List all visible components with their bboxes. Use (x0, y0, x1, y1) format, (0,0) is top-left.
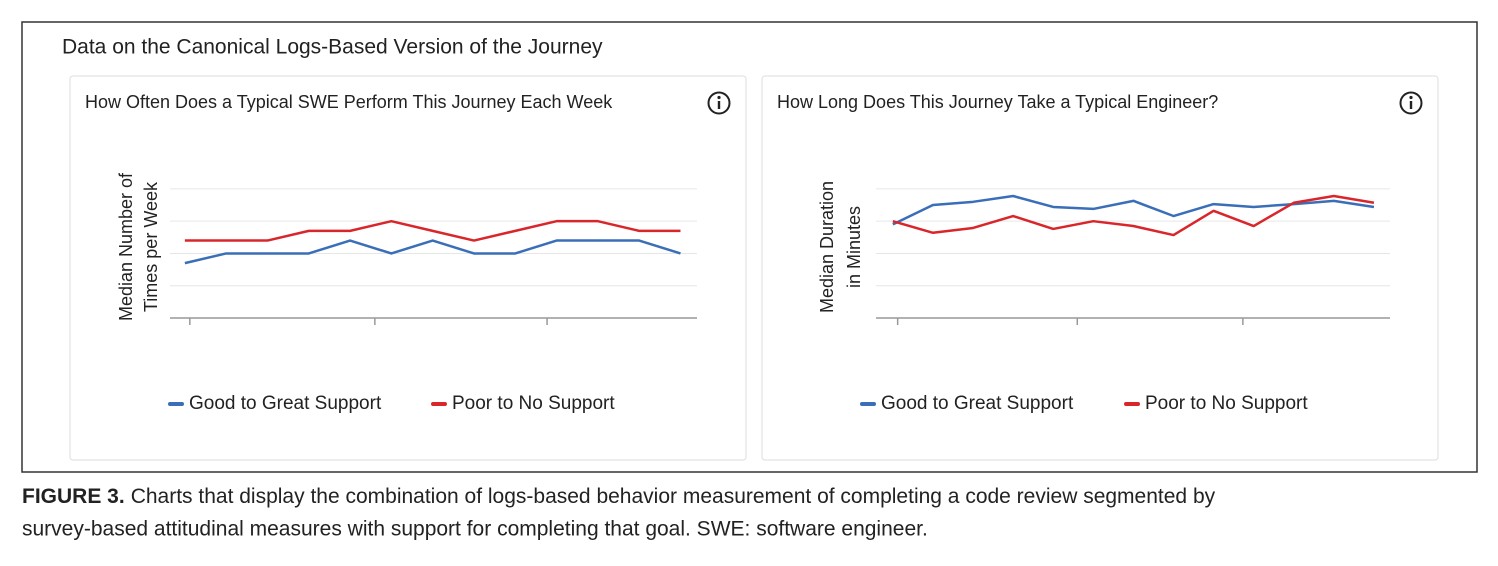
y-axis-label: Median Duration (817, 181, 837, 313)
panel (69, 75, 747, 461)
chart-title: How Long Does This Journey Take a Typica… (777, 92, 1218, 112)
info-icon-dot (717, 95, 721, 100)
legend-label: Good to Great Support (189, 393, 382, 414)
panel (761, 75, 1439, 461)
caption-line: survey-based attitudinal measures with s… (22, 518, 928, 541)
series-line (184, 219, 681, 242)
legend-label: Poor to No Support (1145, 393, 1308, 414)
chart-title: How Often Does a Typical SWE Perform Thi… (85, 92, 613, 112)
legend-label: Poor to No Support (452, 393, 615, 414)
series-line (184, 239, 681, 265)
legend-label: Good to Great Support (881, 393, 1074, 414)
figure-title: Data on the Canonical Logs-Based Version… (62, 36, 603, 59)
y-axis-label: Median Number of (116, 172, 136, 321)
info-icon (707, 91, 731, 115)
info-icon-dot (1409, 95, 1413, 100)
caption: FIGURE 3. Charts that display the combina… (22, 485, 1216, 508)
y-axis-label: in Minutes (844, 206, 864, 288)
y-axis-label: Times per Week (141, 181, 161, 312)
info-icon (1399, 91, 1423, 115)
series-line (892, 194, 1375, 237)
caption-label: FIGURE 3. (22, 485, 125, 508)
caption-line: Charts that display the combination of l… (131, 485, 1216, 508)
